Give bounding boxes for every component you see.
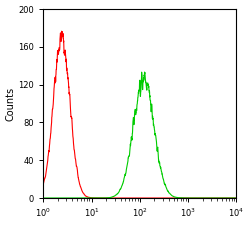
Y-axis label: Counts: Counts	[6, 86, 16, 121]
